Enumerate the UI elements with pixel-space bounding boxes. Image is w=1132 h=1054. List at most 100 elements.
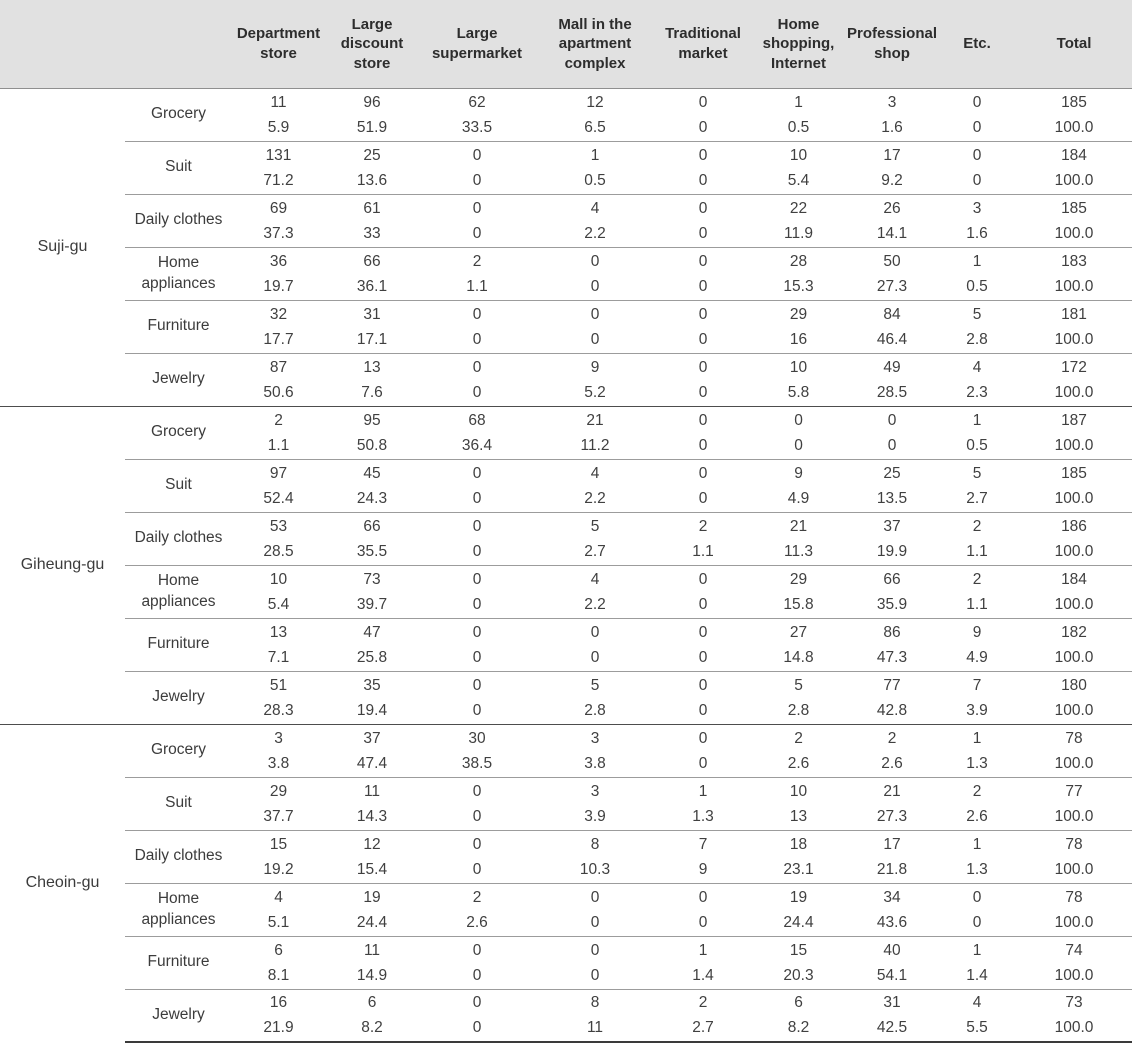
- cell-percent: 0: [794, 436, 803, 454]
- table-row: Jewelry 16 21.9 6 8.2 0 0 8 11 2 2.7 6 8.2 31 42.5 4 5.5…: [0, 988, 1132, 1043]
- cell-count: 4: [590, 464, 600, 482]
- cell-count: 21: [883, 782, 901, 800]
- cell-percent: 1.3: [692, 807, 714, 825]
- data-cell: 37 47.4: [325, 723, 419, 777]
- cell-count: 47: [363, 623, 381, 641]
- cell-count: 1: [590, 146, 600, 164]
- cell-percent: 10.3: [579, 860, 611, 878]
- cell-percent: 19.7: [263, 277, 294, 295]
- data-cell: 87 50.6: [232, 352, 325, 406]
- cell-percent: 25.8: [356, 648, 388, 666]
- cell-percent: 19.9: [876, 542, 908, 560]
- cell-count: 5: [590, 676, 600, 694]
- cell-percent: 0: [472, 860, 482, 878]
- cell-count: 95: [363, 411, 381, 429]
- cell-count: 12: [363, 835, 381, 853]
- data-cell: 3 1.6: [938, 193, 1016, 247]
- data-cell: 1 0.5: [938, 405, 1016, 459]
- data-cell: 2 2.6: [419, 882, 535, 936]
- data-cell: 86 47.3: [846, 617, 938, 671]
- data-cell: 96 51.9: [325, 88, 419, 141]
- cell-percent: 0: [887, 436, 897, 454]
- cell-percent: 100.0: [1054, 701, 1094, 719]
- cell-count: 61: [363, 199, 381, 217]
- cell-percent: 14.3: [356, 807, 388, 825]
- cell-count: 0: [972, 146, 982, 164]
- cell-count: 0: [698, 888, 708, 906]
- data-cell: 78 100.0: [1016, 829, 1132, 883]
- table-row: Jewelry 87 50.6 13 7.6 0 0 9 5.2 0 0 10 5.8 49 28.5 4 2.…: [0, 352, 1132, 406]
- cell-count: 6: [367, 994, 377, 1012]
- cell-count: 31: [363, 305, 381, 323]
- cell-percent: 13.6: [356, 171, 388, 189]
- corner-category-blank: [125, 0, 232, 89]
- cell-percent: 5.4: [787, 171, 810, 189]
- data-cell: 15 19.2: [232, 829, 325, 883]
- cell-percent: 37.3: [263, 224, 294, 242]
- cell-percent: 0: [698, 277, 708, 295]
- category-label: Home appliances: [125, 246, 232, 300]
- data-cell: 30 38.5: [419, 723, 535, 777]
- cell-percent: 1.1: [692, 542, 714, 560]
- cell-percent: 21.8: [876, 860, 908, 878]
- cell-percent: 39.7: [356, 595, 388, 613]
- cell-percent: 11.9: [783, 224, 814, 242]
- cell-percent: 100.0: [1054, 383, 1094, 401]
- cell-percent: 0: [590, 277, 600, 295]
- cell-percent: 11.2: [580, 436, 610, 454]
- cell-count: 11: [363, 941, 381, 959]
- cell-count: 3: [590, 782, 600, 800]
- data-cell: 4 2.2: [535, 458, 655, 512]
- cell-count: 36: [269, 252, 288, 270]
- table-row: Home appliances 4 5.1 19 24.4 2 2.6 0 0 0 0 19 24.4 3…: [0, 882, 1132, 936]
- cell-percent: 0: [698, 383, 708, 401]
- district-label: Suji-gu: [0, 88, 125, 406]
- data-cell: 5 2.7: [938, 458, 1016, 512]
- cell-percent: 0: [472, 701, 482, 719]
- cell-count: 0: [698, 93, 708, 111]
- cell-percent: 14.9: [356, 966, 388, 984]
- cell-count: 45: [363, 464, 381, 482]
- table-row: Furniture 6 8.1 11 14.9 0 0 0 0 1 1.4 15 20.3 40 54.1 1…: [0, 935, 1132, 989]
- data-cell: 25 13.5: [846, 458, 938, 512]
- cell-percent: 27.3: [876, 277, 908, 295]
- data-cell: 21 11.3: [751, 511, 846, 565]
- cell-count: 17: [883, 835, 901, 853]
- data-cell: 4 5.1: [232, 882, 325, 936]
- data-cell: 5 2.7: [535, 511, 655, 565]
- data-cell: 45 24.3: [325, 458, 419, 512]
- cell-percent: 100.0: [1054, 330, 1094, 348]
- data-cell: 17 21.8: [846, 829, 938, 883]
- cell-percent: 1.6: [966, 224, 988, 242]
- data-cell: 9 4.9: [751, 458, 846, 512]
- data-cell: 10 5.4: [751, 140, 846, 194]
- data-cell: 29 37.7: [232, 776, 325, 830]
- cell-count: 11: [270, 93, 287, 111]
- data-cell: 27 14.8: [751, 617, 846, 671]
- cell-count: 10: [269, 570, 288, 588]
- cell-percent: 35.9: [876, 595, 908, 613]
- cell-count: 78: [1065, 729, 1083, 747]
- cell-percent: 3.8: [267, 754, 290, 772]
- category-label: Suit: [125, 776, 232, 830]
- cell-count: 19: [789, 888, 808, 906]
- cell-percent: 8.2: [787, 1019, 810, 1037]
- cell-count: 73: [363, 570, 381, 588]
- cell-percent: 100.0: [1054, 860, 1094, 878]
- cell-percent: 0: [698, 913, 708, 931]
- data-cell: 61 33: [325, 193, 419, 247]
- cell-count: 2: [698, 994, 708, 1012]
- data-cell: 10 13: [751, 776, 846, 830]
- cell-count: 25: [883, 464, 901, 482]
